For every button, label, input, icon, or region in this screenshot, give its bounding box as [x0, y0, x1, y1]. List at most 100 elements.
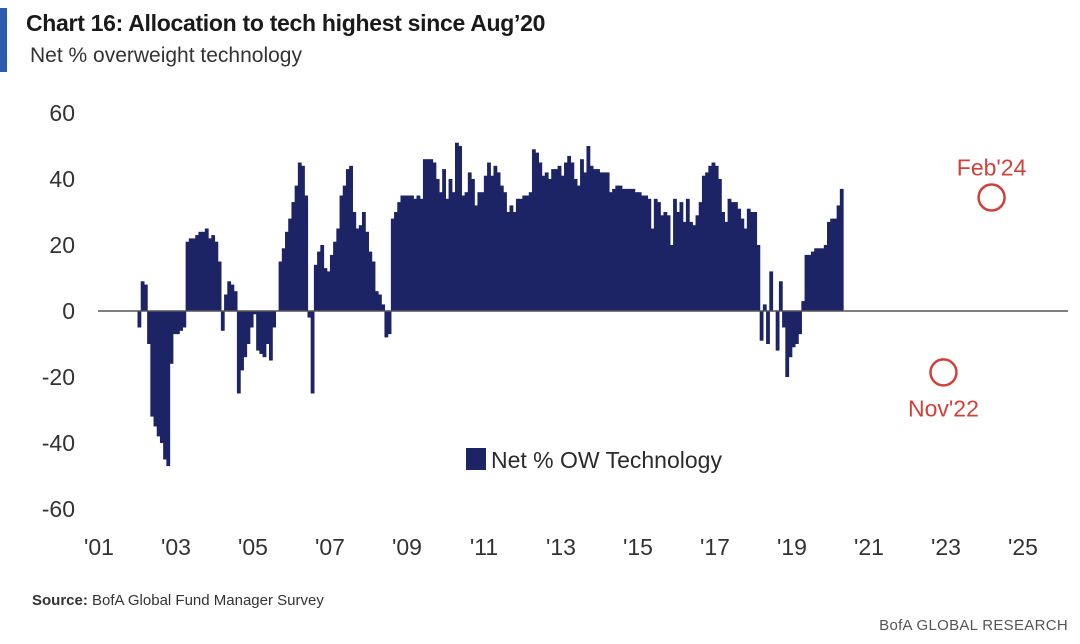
bar	[637, 192, 642, 311]
bar	[249, 311, 254, 328]
annotation-label: Nov'22	[908, 395, 979, 421]
bar	[159, 311, 164, 443]
bar	[429, 159, 434, 311]
bar	[153, 311, 158, 427]
bar	[224, 294, 228, 311]
bar	[817, 248, 822, 311]
bar	[294, 185, 299, 311]
source-label: Source:	[32, 592, 88, 609]
bar	[352, 212, 357, 311]
bar	[788, 311, 793, 358]
bar	[653, 198, 658, 311]
bar	[836, 205, 841, 311]
bar	[368, 251, 373, 311]
bar	[406, 195, 411, 311]
bar	[185, 241, 190, 311]
bar	[320, 245, 325, 311]
bar	[198, 231, 203, 311]
x-tick-label: '13	[546, 534, 576, 560]
bar	[669, 245, 674, 311]
x-tick-label: '11	[470, 534, 498, 560]
bar	[506, 212, 511, 311]
bar	[461, 195, 466, 311]
bar	[490, 175, 495, 311]
bar	[650, 228, 655, 311]
bar	[743, 228, 748, 311]
x-tick-label: '01	[84, 534, 114, 560]
bar	[175, 311, 180, 335]
bar	[608, 192, 613, 311]
bar	[657, 202, 661, 311]
bar	[307, 311, 312, 318]
chart-title: Chart 16: Allocation to tech highest sin…	[26, 10, 546, 36]
bar	[384, 311, 389, 338]
bar	[740, 218, 745, 311]
bar	[400, 195, 405, 311]
bar	[483, 175, 488, 311]
bar	[644, 195, 649, 311]
x-tick-label: '25	[1008, 534, 1038, 560]
bar	[576, 185, 581, 311]
bar	[471, 179, 475, 311]
bar	[230, 284, 235, 311]
x-tick-label: '03	[161, 534, 191, 560]
bar	[605, 172, 610, 311]
bar	[519, 198, 523, 311]
x-tick-label: '07	[315, 534, 345, 560]
bar	[285, 231, 289, 311]
bar	[750, 212, 754, 311]
bar	[496, 172, 501, 311]
bar	[487, 162, 491, 311]
bar	[339, 195, 344, 311]
bar	[711, 162, 716, 311]
bar	[438, 192, 443, 311]
bar	[137, 311, 142, 328]
bar	[548, 179, 552, 311]
bar	[220, 311, 225, 331]
bar	[798, 311, 802, 335]
bar	[474, 205, 479, 311]
bar	[342, 185, 347, 311]
bar	[560, 175, 565, 311]
bar	[666, 215, 671, 311]
bar	[810, 251, 815, 311]
x-tick-label: '19	[777, 534, 807, 560]
title-accent-bar	[0, 8, 7, 72]
bar	[602, 172, 607, 311]
bar	[794, 311, 799, 344]
source-note: Source: BofA Global Fund Manager Survey	[32, 592, 324, 609]
bar	[647, 198, 652, 311]
bar	[814, 248, 818, 311]
bar	[169, 311, 174, 364]
annotation-circle	[929, 358, 958, 387]
bar	[281, 248, 286, 311]
bar	[544, 172, 549, 311]
bar	[535, 152, 539, 311]
legend-swatch	[466, 448, 486, 470]
bar	[201, 231, 206, 311]
bar	[422, 159, 427, 311]
bar	[378, 294, 382, 311]
bar	[727, 198, 732, 311]
y-tick-label: 60	[49, 100, 75, 126]
legend: Net % OW Technology	[466, 447, 722, 473]
bar	[256, 311, 260, 351]
bar	[746, 208, 751, 311]
bar	[188, 238, 193, 311]
bar	[326, 271, 331, 311]
bar	[166, 311, 171, 467]
research-credit: BofA GLOBAL RESEARCH	[879, 617, 1068, 634]
bar	[397, 202, 402, 311]
y-tick-label: 20	[49, 232, 75, 258]
y-tick-label: 40	[49, 166, 75, 192]
bar	[551, 169, 556, 311]
bar	[493, 165, 498, 311]
bar	[509, 205, 514, 311]
bar	[333, 241, 337, 311]
bar	[243, 311, 248, 358]
bar	[673, 198, 677, 311]
bar	[143, 284, 148, 311]
bar	[592, 169, 597, 311]
bar	[759, 311, 764, 341]
bar	[442, 169, 446, 311]
